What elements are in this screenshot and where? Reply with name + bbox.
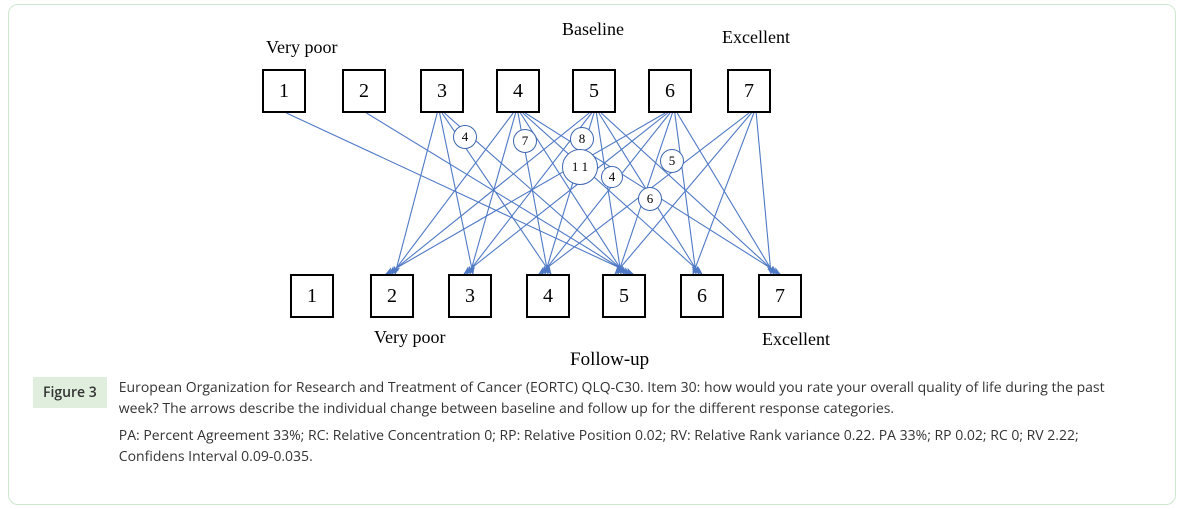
baseline-box-6: 6 — [648, 69, 692, 113]
caption-line-1: European Organization for Research and T… — [119, 377, 1129, 419]
bottom-left-anchor-label: Very poor — [374, 327, 445, 348]
followup-box-1: 1 — [290, 274, 334, 318]
baseline-box-3: 3 — [420, 69, 464, 113]
followup-title: Follow-up — [570, 349, 649, 371]
baseline-title: Baseline — [562, 19, 624, 40]
baseline-box-1: 1 — [262, 69, 306, 113]
count-circle-2: 8 — [570, 127, 594, 151]
count-circle-3: 1 1 — [562, 149, 598, 185]
count-circle-4: 4 — [601, 166, 623, 188]
followup-box-4: 4 — [526, 274, 570, 318]
caption-line-2: PA: Percent Agreement 33%; RC: Relative … — [119, 425, 1129, 467]
count-circle-5: 5 — [660, 149, 684, 173]
count-circle-0: 4 — [453, 125, 477, 149]
followup-box-2: 2 — [370, 274, 414, 318]
count-circle-1: 7 — [513, 129, 537, 153]
followup-box-5: 5 — [602, 274, 646, 318]
figure-caption: Figure 3 European Organization for Resea… — [33, 377, 1151, 467]
bottom-right-anchor-label: Excellent — [762, 329, 830, 350]
baseline-box-4: 4 — [496, 69, 540, 113]
transition-diagram: Baseline Very poor Excellent 1234567 123… — [202, 19, 982, 369]
followup-box-7: 7 — [758, 274, 802, 318]
top-right-anchor-label: Excellent — [722, 27, 790, 48]
baseline-box-2: 2 — [342, 69, 386, 113]
figure-number-badge: Figure 3 — [33, 377, 107, 408]
caption-text-block: European Organization for Research and T… — [119, 377, 1129, 467]
followup-box-3: 3 — [448, 274, 492, 318]
figure-frame: Baseline Very poor Excellent 1234567 123… — [8, 4, 1176, 505]
top-left-anchor-label: Very poor — [266, 37, 337, 58]
followup-box-6: 6 — [680, 274, 724, 318]
baseline-box-5: 5 — [572, 69, 616, 113]
baseline-box-7: 7 — [727, 69, 771, 113]
count-circle-6: 6 — [638, 187, 662, 211]
